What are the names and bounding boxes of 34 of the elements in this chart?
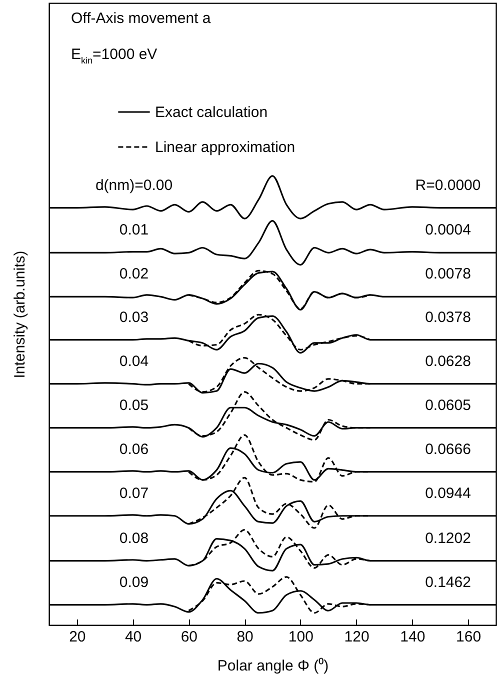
annotation: 0.03 xyxy=(119,308,149,326)
annotation: 0.08 xyxy=(119,530,149,547)
x-tick-label: 40 xyxy=(124,628,142,646)
annotation: 0.02 xyxy=(119,266,149,283)
x-tick-label: 120 xyxy=(344,628,370,646)
y-axis-title: Intensity (arb.units) xyxy=(12,250,28,378)
annotation: R=0.0000 xyxy=(415,176,481,194)
annotation: 0.04 xyxy=(119,352,149,370)
annotation: 0.0078 xyxy=(425,266,471,283)
annotation: 0.1202 xyxy=(425,530,471,547)
x-tick-label: 60 xyxy=(180,628,198,646)
annotation: 0.0666 xyxy=(425,440,471,458)
chart-title: Off-Axis movement a xyxy=(71,10,212,27)
annotation: 0.07 xyxy=(119,484,149,502)
annotation: 0.0378 xyxy=(425,308,471,326)
x-tick-label: 160 xyxy=(456,628,482,646)
legend-label: Linear approximation xyxy=(155,139,296,156)
annotation: 0.0628 xyxy=(425,352,471,370)
annotation: 0.1462 xyxy=(425,574,471,591)
annotation: 0.0605 xyxy=(425,396,471,414)
chart-subtitle: E$_{kin}$=1000 eV xyxy=(71,46,158,66)
annotation: 0.0004 xyxy=(425,222,471,239)
x-tick-label: 80 xyxy=(236,628,254,646)
annotation: 0.06 xyxy=(119,440,149,458)
legend-label: Exact calculation xyxy=(155,104,268,121)
annotation: d(nm)=0.00 xyxy=(95,176,173,194)
annotation: 0.05 xyxy=(119,396,149,414)
x-axis-title: Polar angle Φ (⁰) xyxy=(217,658,329,674)
x-tick-label: 140 xyxy=(400,628,426,646)
x-tick-label: 100 xyxy=(288,628,314,646)
annotation: 0.09 xyxy=(119,574,149,591)
annotation: 0.0944 xyxy=(425,484,471,502)
x-tick-label: 20 xyxy=(69,628,86,646)
annotation: 0.01 xyxy=(119,222,149,239)
